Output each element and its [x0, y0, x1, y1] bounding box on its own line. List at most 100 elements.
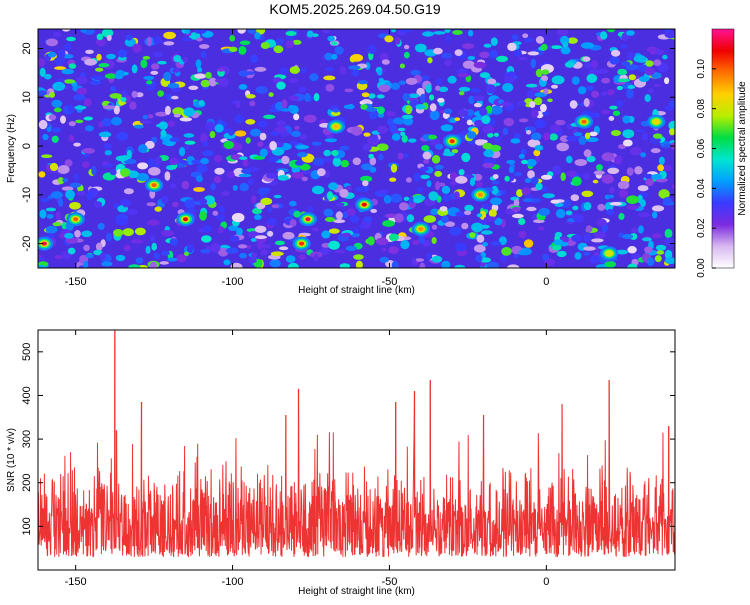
spectrogram-cell — [219, 213, 225, 223]
spectrogram-cell — [85, 49, 94, 55]
spectrogram-cell — [332, 157, 342, 167]
spectrogram-cell — [614, 155, 623, 165]
spectrogram-cell — [289, 105, 299, 115]
spectrogram-cell — [456, 68, 468, 75]
spectrogram-cell — [279, 67, 288, 75]
spectrogram-cell — [529, 197, 542, 203]
spectrogram-cell — [183, 107, 195, 117]
spectrogram-cell — [324, 138, 337, 143]
spectrogram-hotspot — [361, 202, 367, 207]
spectrogram-cell — [116, 131, 129, 141]
spectrogram-cell — [529, 101, 536, 108]
spectrogram-cell — [361, 99, 372, 104]
spectrogram-cell — [375, 237, 389, 246]
spectrogram-cell — [161, 230, 174, 237]
spectrogram-cell — [388, 246, 399, 255]
spectrogram-cell — [269, 141, 277, 151]
spectrogram-cell — [45, 38, 59, 47]
spectrogram-cell — [622, 234, 634, 239]
y-axis-label: Frequency (Hz) — [6, 114, 17, 183]
spectrogram-cell — [512, 34, 519, 41]
spectrogram-cell — [455, 176, 468, 184]
spectrogram-cell — [612, 110, 621, 116]
spectrogram-cell — [574, 159, 588, 166]
spectrogram-cell — [583, 252, 590, 256]
spectrogram-cell — [609, 105, 618, 110]
spectrogram-cell — [239, 156, 248, 160]
spectrogram-cell — [493, 135, 502, 143]
spectrogram-cell — [582, 172, 591, 180]
spectrogram-cell — [435, 143, 444, 150]
spectrogram-cell — [408, 93, 420, 99]
spectrogram-cell — [486, 261, 499, 268]
spectrogram-cell — [259, 132, 267, 141]
spectrogram-cell — [597, 203, 606, 211]
spectrogram-cell — [143, 75, 155, 80]
spectrogram-cell — [581, 42, 594, 49]
spectrogram-cell — [296, 152, 308, 158]
spectrogram-cell — [482, 142, 493, 150]
spectrogram-cell — [268, 92, 274, 97]
spectrogram-cell — [445, 35, 451, 42]
spectrogram-cell — [487, 78, 497, 85]
spectrogram-hotspot — [606, 251, 612, 256]
spectrogram-cell — [281, 99, 288, 109]
spectrogram-cell — [148, 167, 161, 176]
spectrogram-cell — [493, 132, 499, 137]
spectrogram-cell — [82, 260, 89, 268]
spectrogram-cell — [400, 29, 412, 33]
spectrogram-cell — [398, 80, 406, 85]
spectrogram-cell — [582, 56, 591, 62]
spectrogram-cell — [664, 31, 675, 39]
spectrogram-cell — [655, 244, 667, 251]
spectrogram-cell — [473, 61, 487, 69]
spectrogram-cell — [123, 244, 131, 252]
spectrogram-cell — [504, 72, 512, 77]
spectrogram-cell — [137, 162, 149, 170]
spectrogram-cell — [426, 180, 432, 188]
spectrogram-cell — [617, 180, 630, 190]
spectrogram-cell — [658, 189, 670, 199]
spectrogram-cell — [83, 244, 90, 251]
spectrogram-cell — [622, 115, 631, 124]
spectrogram-cell — [179, 147, 186, 157]
spectrogram-cell — [376, 106, 385, 115]
spectrogram-cell — [466, 109, 474, 117]
spectrogram-cell — [556, 250, 567, 258]
spectrogram-cell — [435, 181, 441, 191]
spectrogram-cell — [113, 105, 120, 115]
spectrogram-cell — [101, 161, 109, 167]
spectrogram-cell — [341, 232, 352, 237]
spectrogram-cell — [322, 29, 331, 34]
spectrogram-cell — [253, 214, 262, 220]
spectrogram-cell — [245, 119, 256, 125]
spectrogram-cell — [382, 220, 395, 227]
spectrogram-cell — [132, 43, 142, 53]
spectrogram-cell — [617, 68, 628, 76]
spectrogram-cell — [419, 262, 426, 268]
spectrogram-cell — [125, 34, 133, 41]
spectrogram-cell — [429, 103, 437, 112]
spectrogram-cell — [285, 31, 297, 36]
spectrogram-cell — [163, 71, 172, 82]
spectrogram-cell — [601, 91, 607, 96]
spectrogram-cell — [609, 201, 623, 206]
spectrogram-cell — [230, 235, 240, 242]
spectrogram-cell — [562, 41, 569, 48]
spectrogram-cell — [479, 257, 492, 263]
spectrogram-cell — [502, 82, 514, 93]
spectrogram-cell — [394, 36, 401, 45]
spectrogram-cell — [223, 140, 234, 150]
spectrogram-cell — [157, 90, 165, 97]
spectrogram-cell — [104, 150, 113, 156]
spectrogram-cell — [626, 167, 634, 176]
spectrogram-cell — [346, 208, 356, 216]
spectrogram-cell — [608, 116, 615, 121]
spectrogram-cell — [389, 123, 397, 133]
spectrogram-cell — [260, 197, 273, 205]
spectrogram-cell — [254, 225, 267, 233]
spectrogram-cell — [419, 174, 430, 179]
spectrogram-cell — [102, 105, 116, 110]
spectrogram-hotspot — [305, 217, 311, 222]
spectrogram-cell — [270, 251, 284, 256]
